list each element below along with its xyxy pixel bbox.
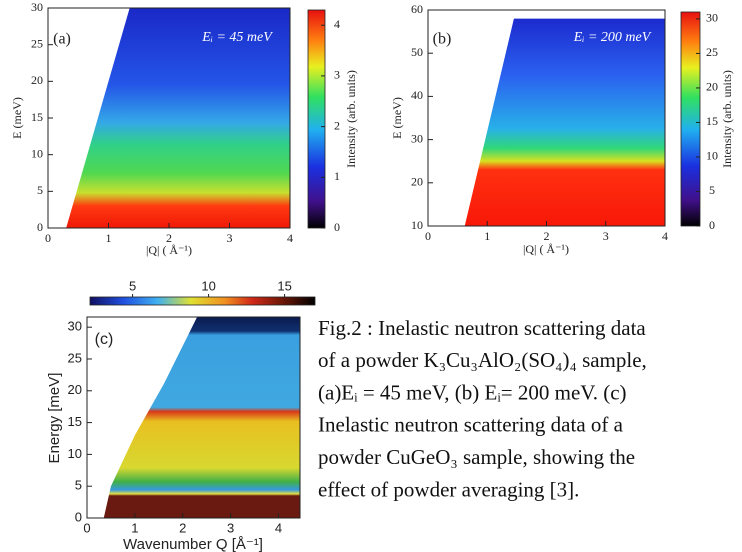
colorbar-tick-label: 10 [201, 278, 215, 293]
y-tick-label: 25 [68, 350, 82, 365]
colorbar-tick-label: 10 [706, 149, 718, 163]
y-tick-label: 10 [31, 146, 43, 160]
y-tick-label: 40 [411, 88, 423, 102]
x-tick-label: 4 [287, 231, 293, 245]
x-tick-label: 0 [45, 231, 51, 245]
empty-region [87, 317, 198, 518]
x-tick-label: 2 [179, 520, 186, 535]
colorbar [307, 9, 326, 229]
colorbar-tick-label: 0 [709, 218, 715, 232]
y-tick-label: 15 [68, 414, 82, 429]
plot-frame [86, 316, 301, 519]
y-tick-label: 5 [75, 478, 82, 493]
y-tick-label: 25 [31, 36, 43, 50]
x-tick-label: 1 [484, 229, 490, 243]
y-tick-label: 10 [68, 446, 82, 461]
colorbar-tick-label: 1 [334, 169, 340, 183]
colorbar-tick-label: 2 [334, 118, 340, 132]
colorbar-tick-label: 5 [129, 278, 136, 293]
panel-label: (b) [433, 31, 452, 48]
colorbar-tick-label: 20 [706, 80, 718, 94]
caption-line: (a)Eᵢ = 45 meV, (b) Eᵢ= 200 meV. (c) [318, 380, 627, 404]
y-tick-label: 20 [68, 382, 82, 397]
colorbar-tick-label: 5 [709, 183, 715, 197]
x-tick-label: 2 [544, 229, 550, 243]
colorbar-tick-label: 4 [334, 17, 340, 31]
colorbar [89, 296, 316, 306]
y-tick-label: 0 [37, 220, 43, 234]
y-tick-label: 15 [31, 110, 43, 124]
y-tick-label: 30 [68, 319, 82, 334]
x-axis-label: |Q| ( Å⁻¹) [146, 243, 192, 257]
y-tick-label: 0 [75, 509, 82, 524]
colorbar-tick-label: 25 [706, 45, 718, 59]
x-tick-label: 1 [106, 231, 112, 245]
empty-region [428, 10, 665, 226]
x-axis-label: Wavenumber Q [Å⁻¹] [123, 536, 263, 552]
caption-line: Fig.2 : Inelastic neutron scattering dat… [318, 316, 646, 340]
x-tick-label: 2 [166, 231, 172, 245]
colorbar-tick-label: 30 [706, 11, 718, 25]
caption-line: powder CuGeO₃ sample, showing the [318, 445, 635, 469]
y-tick-label: 30 [31, 0, 43, 14]
colorbar [680, 11, 701, 227]
x-tick-label: 3 [227, 231, 233, 245]
y-tick-label: 30 [411, 131, 423, 145]
x-tick-label: 4 [662, 229, 668, 243]
colorbar-label: Intensity (arb. units) [720, 70, 734, 168]
y-axis-label: E (meV) [10, 97, 24, 139]
caption-line: of a powder K₃Cu₃AlO₂(SO₄)₄ sample, [318, 348, 647, 372]
y-tick-label: 5 [37, 183, 43, 197]
y-axis-label: E (meV) [390, 97, 404, 139]
y-tick-label: 60 [411, 2, 423, 16]
colorbar-tick-label: 3 [334, 68, 340, 82]
x-tick-label: 0 [425, 229, 431, 243]
colorbar-tick-label: 15 [706, 114, 718, 128]
colorbar-tick-label: 15 [277, 278, 291, 293]
empty-region [48, 8, 130, 228]
panel-label: (a) [53, 31, 71, 48]
x-tick-label: 3 [227, 520, 234, 535]
y-tick-label: 20 [31, 73, 43, 87]
x-tick-label: 4 [275, 520, 282, 535]
y-tick-label: 20 [411, 175, 423, 189]
x-tick-label: 3 [603, 229, 609, 243]
x-tick-label: 1 [131, 520, 138, 535]
x-axis-label: |Q| ( Å⁻¹) [523, 242, 569, 256]
caption-line: effect of powder averaging [3]. [318, 477, 579, 501]
caption: Fig.2 : Inelastic neutron scattering dat… [318, 316, 647, 502]
y-axis-label: Energy [meV] [46, 373, 63, 464]
x-tick-label: 0 [83, 520, 90, 535]
y-tick-label: 50 [411, 45, 423, 59]
colorbar-tick-label: 0 [334, 220, 340, 234]
annotation: Eᵢ = 200 meV [573, 30, 652, 45]
y-tick-label: 10 [411, 218, 423, 232]
annotation: Eᵢ = 45 meV [201, 30, 273, 45]
panel-label: (c) [95, 331, 114, 348]
caption-line: Inelastic neutron scattering data of a [318, 413, 624, 437]
colorbar-label: Intensity (arb. units) [344, 70, 358, 168]
